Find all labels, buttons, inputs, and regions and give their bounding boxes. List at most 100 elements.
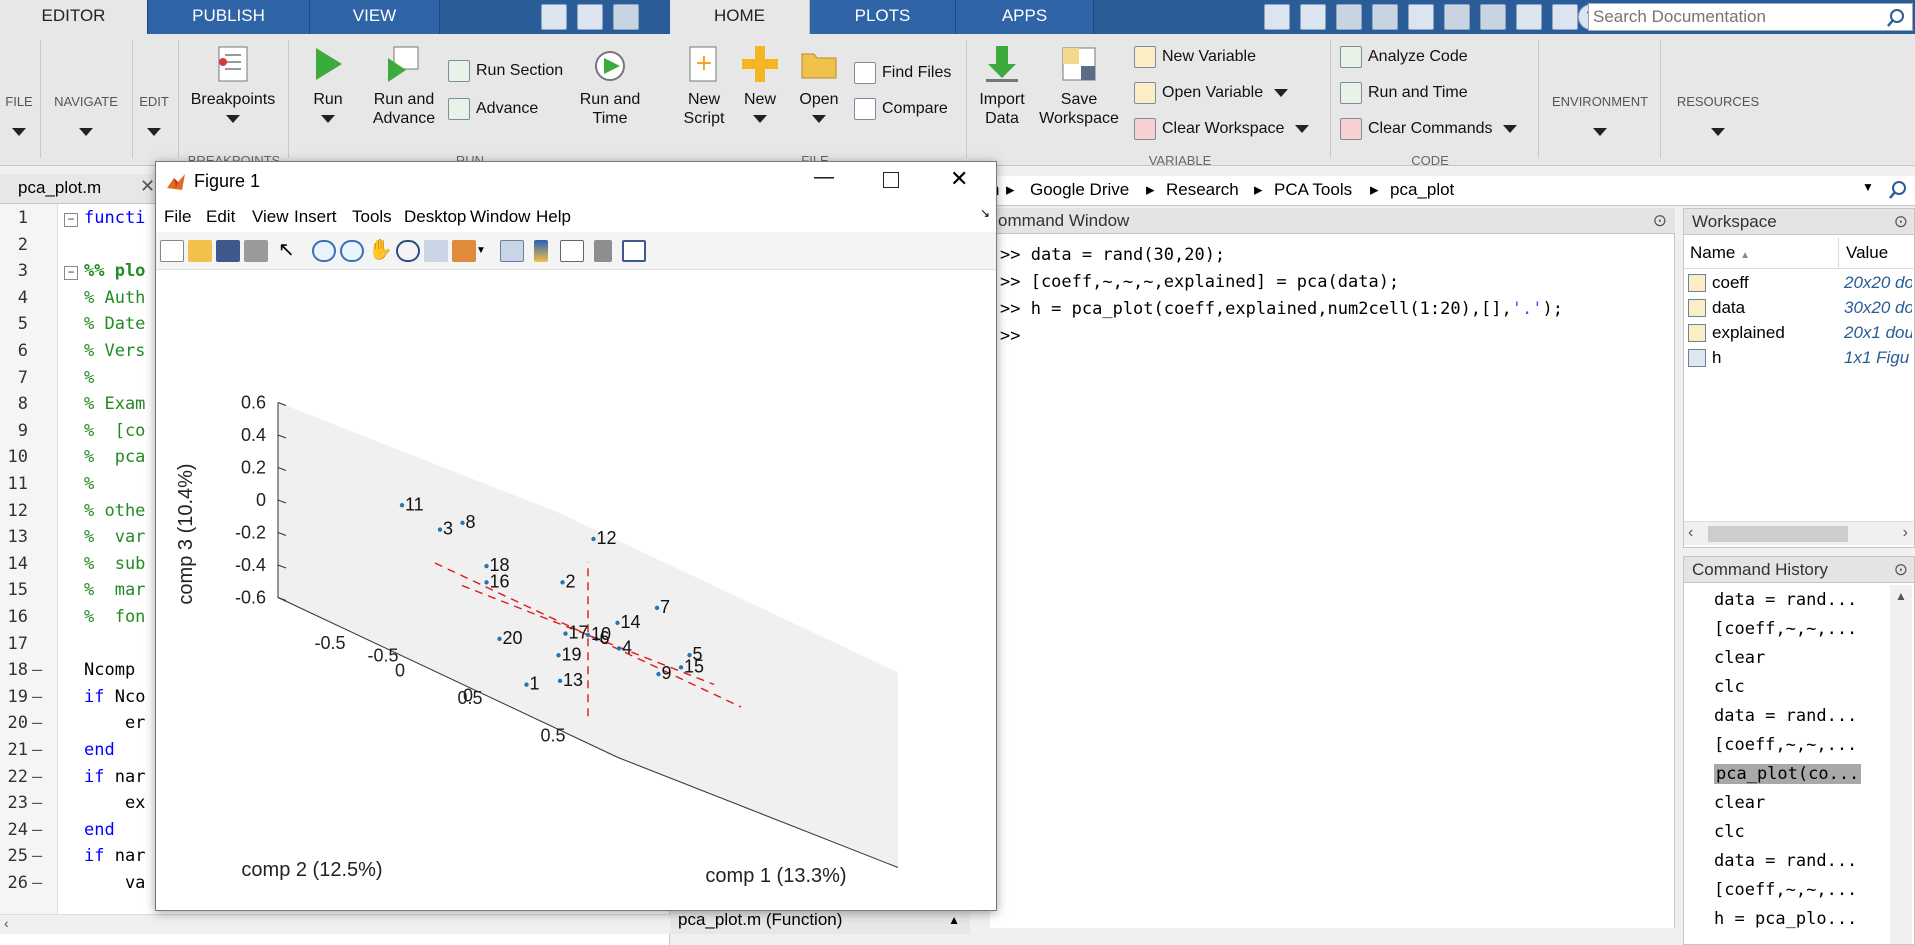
data-point[interactable]	[678, 665, 684, 670]
data-point[interactable]	[615, 620, 620, 626]
code-line[interactable]: % [co	[84, 420, 146, 441]
history-item[interactable]: pca_plot(co...	[1714, 764, 1862, 784]
code-line[interactable]: % fon	[84, 607, 146, 627]
save-icon[interactable]	[1300, 4, 1326, 30]
history-item[interactable]: [coeff,~,~,...	[1714, 880, 1858, 900]
find-files-button[interactable]: Find Files	[854, 62, 951, 84]
tab-apps[interactable]: APPS	[956, 0, 1094, 34]
figure-menu-window[interactable]: Window	[470, 207, 531, 226]
panel-menu-icon[interactable]: ⊙	[1652, 211, 1667, 230]
history-item[interactable]: data = rand...	[1714, 851, 1858, 871]
code-line[interactable]: %% plo	[84, 261, 146, 282]
brush-icon[interactable]	[452, 240, 476, 262]
data-point[interactable]	[497, 636, 502, 642]
cut-icon[interactable]	[613, 4, 639, 30]
open-file-icon[interactable]	[188, 240, 212, 262]
redo-icon[interactable]	[1480, 4, 1506, 30]
breakpoint-marker[interactable]: –	[32, 846, 43, 867]
chevron-up-icon[interactable]: ▲	[948, 913, 960, 927]
close-tab-icon[interactable]: ✕	[140, 176, 156, 196]
code-line[interactable]: % pca	[84, 447, 146, 468]
hide-tools-icon[interactable]	[594, 240, 612, 262]
search-folder-icon[interactable]	[1888, 180, 1908, 200]
figure-menu-edit[interactable]: Edit	[206, 207, 236, 226]
breakpoint-marker[interactable]: –	[32, 660, 43, 681]
figure-menu-view[interactable]: View	[252, 207, 289, 226]
fold-icon[interactable]: −	[64, 266, 78, 280]
chevron-down-icon[interactable]: ▼	[476, 245, 486, 256]
fold-icon[interactable]: −	[64, 213, 78, 227]
clear-workspace-button[interactable]: Clear Workspace	[1134, 118, 1309, 140]
data-point[interactable]	[594, 636, 599, 642]
history-item[interactable]: [coeff,~,~,...	[1714, 619, 1858, 639]
figure-menu-desktop[interactable]: Desktop	[404, 207, 467, 226]
scroll-right-icon[interactable]: ›	[1902, 524, 1908, 541]
save-figure-icon[interactable]	[216, 240, 240, 262]
panel-menu-icon[interactable]: ⊙	[1893, 212, 1908, 231]
code-line[interactable]: functi	[84, 208, 146, 228]
maximize-icon[interactable]	[883, 172, 899, 188]
file-menu[interactable]: FILE	[2, 94, 36, 139]
code-line[interactable]: % var	[84, 527, 146, 548]
save-workspace-button[interactable]: Save Workspace	[1036, 44, 1122, 128]
tab-editor[interactable]: EDITOR	[0, 0, 148, 34]
code-line[interactable]: end	[84, 819, 115, 840]
file-tab-label[interactable]: pca_plot.m	[18, 178, 102, 197]
workspace-row[interactable]: explained 20x1 dou	[1684, 321, 1914, 346]
dock-figure-icon[interactable]	[622, 240, 646, 262]
code-line[interactable]: va	[84, 873, 146, 893]
data-point[interactable]	[556, 653, 561, 658]
search-icon[interactable]	[1886, 8, 1906, 28]
figure-titlebar[interactable]: Figure 1 — ✕	[156, 162, 996, 202]
code-line[interactable]: ex	[84, 793, 146, 814]
new-icon[interactable]	[541, 4, 567, 30]
data-point[interactable]	[560, 580, 565, 585]
address-bar[interactable]: n ▸ Google Drive ▸ Research ▸ PCA Tools …	[990, 176, 1915, 206]
code-line[interactable]: if Nco	[84, 686, 146, 707]
code-line[interactable]: % sub	[84, 553, 146, 574]
advance-button[interactable]: Advance	[448, 98, 538, 120]
data-point[interactable]	[437, 527, 443, 532]
analyze-code-button[interactable]: Analyze Code	[1340, 46, 1468, 68]
history-item[interactable]: clc	[1714, 677, 1745, 697]
history-item[interactable]: data = rand...	[1714, 590, 1858, 610]
figure-menu-insert[interactable]: Insert	[294, 207, 337, 226]
import-data-button[interactable]: Import Data	[972, 44, 1032, 128]
editor-hscrollbar[interactable]: ‹	[0, 914, 670, 934]
environment-menu[interactable]: ENVIRONMENT	[1544, 94, 1656, 139]
path-seg[interactable]: Google Drive	[1030, 180, 1130, 199]
figure-menu-tools[interactable]: Tools	[352, 207, 392, 226]
breakpoint-marker[interactable]: –	[32, 686, 43, 707]
pointer-icon[interactable]: ↖	[278, 239, 295, 261]
undo-icon[interactable]	[1444, 4, 1470, 30]
workspace-row[interactable]: data 30x20 do	[1684, 296, 1914, 321]
open-button[interactable]: Open	[792, 44, 846, 128]
save-icon[interactable]	[577, 4, 603, 30]
breakpoint-marker[interactable]: –	[32, 819, 43, 840]
legend-icon[interactable]	[560, 240, 584, 262]
command-prompt[interactable]: >>	[1000, 326, 1031, 346]
data-point[interactable]	[687, 652, 692, 658]
copy-icon[interactable]	[1372, 4, 1398, 30]
path-dropdown-icon[interactable]: ▼	[1862, 180, 1874, 194]
data-point[interactable]	[654, 605, 660, 611]
paste-icon[interactable]	[1408, 4, 1434, 30]
print-icon[interactable]	[244, 240, 268, 262]
code-line[interactable]: if nar	[84, 766, 146, 787]
command-window[interactable]	[990, 208, 1675, 928]
data-point[interactable]	[563, 631, 568, 636]
scroll-thumb[interactable]	[1708, 526, 1848, 542]
link-icon[interactable]	[500, 240, 524, 262]
scroll-left-icon[interactable]: ‹	[4, 915, 9, 931]
new-figure-icon[interactable]	[160, 240, 184, 262]
run-and-time-button[interactable]: Run and Time	[570, 44, 650, 128]
code-line[interactable]: % Exam	[84, 394, 146, 415]
run-and-advance-button[interactable]: Run and Advance	[364, 44, 444, 128]
workspace-hscrollbar[interactable]: ‹ ›	[1684, 521, 1914, 545]
code-line[interactable]: end	[84, 740, 115, 760]
new-script-button[interactable]: + New Script	[672, 44, 736, 128]
cut-icon[interactable]	[1336, 4, 1362, 30]
path-seg[interactable]: pca_plot	[1390, 180, 1455, 199]
edit-menu[interactable]: EDIT	[136, 94, 172, 139]
code-line[interactable]: % othe	[84, 500, 146, 521]
